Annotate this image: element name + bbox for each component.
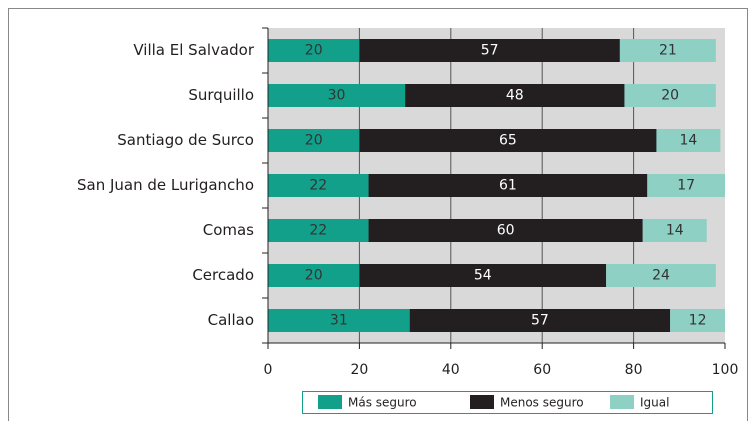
data-label: 61 xyxy=(499,178,517,194)
x-tick-label: 100 xyxy=(712,362,739,378)
legend-label: Menos seguro xyxy=(500,396,584,410)
data-label: 48 xyxy=(506,88,524,104)
data-label: 54 xyxy=(474,268,492,284)
bar-segment xyxy=(359,129,657,152)
bar-segment xyxy=(656,129,721,152)
bar-segment xyxy=(268,174,369,197)
bar-segment xyxy=(268,219,369,242)
data-label: 24 xyxy=(652,268,670,284)
x-tick-label: 80 xyxy=(625,362,643,378)
data-label: 22 xyxy=(309,223,327,239)
category-label: Callao xyxy=(208,311,254,329)
category-label: San Juan de Lurigancho xyxy=(77,176,254,194)
bar-segment xyxy=(268,264,360,287)
legend-swatch xyxy=(610,395,634,409)
bar-segment xyxy=(606,264,716,287)
x-tick-label: 60 xyxy=(533,362,551,378)
bar-segment xyxy=(268,84,406,107)
bar-segment xyxy=(670,309,725,332)
data-label: 17 xyxy=(677,178,695,194)
bar-segment xyxy=(409,309,671,332)
category-label: Santiago de Surco xyxy=(117,131,254,149)
bar-segment xyxy=(624,84,716,107)
bar-segment xyxy=(268,129,360,152)
category-label: Cercado xyxy=(192,266,254,284)
data-label: 60 xyxy=(497,223,515,239)
data-label: 31 xyxy=(330,313,348,329)
bar-segment xyxy=(268,39,360,62)
data-label: 14 xyxy=(680,133,698,149)
data-label: 22 xyxy=(309,178,327,194)
data-label: 57 xyxy=(531,313,549,329)
legend-label: Igual xyxy=(640,396,669,410)
bar-segment xyxy=(359,264,607,287)
category-label: Villa El Salvador xyxy=(133,41,254,59)
bar-segment xyxy=(647,174,725,197)
data-label: 20 xyxy=(305,133,323,149)
legend-label: Más seguro xyxy=(348,396,417,410)
data-label: 12 xyxy=(689,313,707,329)
chart-frame xyxy=(8,8,748,421)
legend-swatch xyxy=(318,395,342,409)
legend-swatch xyxy=(470,395,494,409)
data-label: 20 xyxy=(661,88,679,104)
bar-segment xyxy=(268,309,410,332)
data-label: 21 xyxy=(659,43,677,59)
category-label: Surquillo xyxy=(188,86,254,104)
data-label: 20 xyxy=(305,268,323,284)
x-tick-label: 40 xyxy=(442,362,460,378)
data-label: 20 xyxy=(305,43,323,59)
bar-segment xyxy=(359,39,620,62)
x-tick-label: 0 xyxy=(264,362,273,378)
bar-segment xyxy=(368,174,648,197)
data-label: 65 xyxy=(499,133,517,149)
bar-segment xyxy=(642,219,707,242)
data-label: 30 xyxy=(328,88,346,104)
bar-segment xyxy=(368,219,643,242)
data-label: 14 xyxy=(666,223,684,239)
x-tick-label: 20 xyxy=(350,362,368,378)
category-label: Comas xyxy=(203,221,254,239)
data-label: 57 xyxy=(481,43,499,59)
bar-segment xyxy=(405,84,625,107)
bar-segment xyxy=(619,39,716,62)
